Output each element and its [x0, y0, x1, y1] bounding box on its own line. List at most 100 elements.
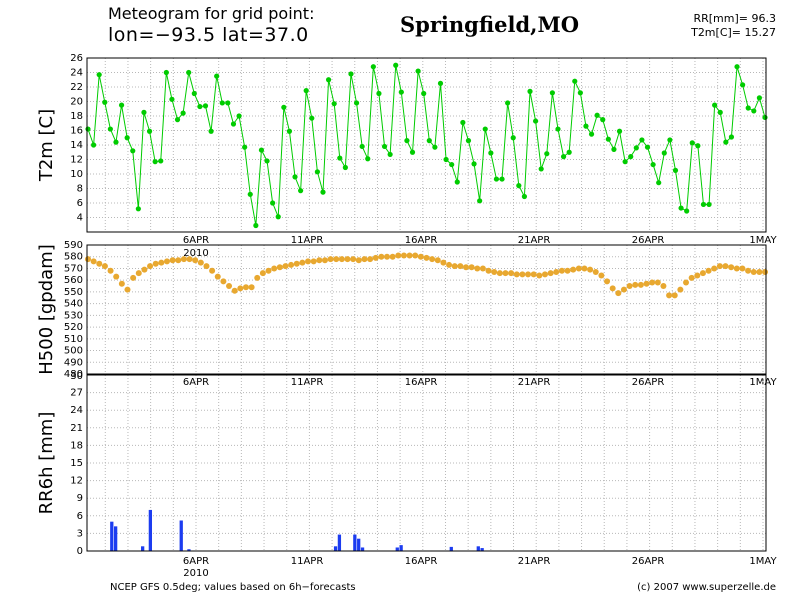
data-point-h500: [163, 258, 170, 265]
bar-rr6h: [148, 509, 153, 551]
data-point-t2m: [152, 159, 158, 165]
data-point-t2m: [449, 161, 455, 168]
data-point-h500: [728, 264, 735, 271]
data-point-h500: [355, 257, 362, 264]
bar-rr6h: [399, 545, 403, 551]
data-point-h500: [694, 272, 701, 279]
y-tick-label: 20: [70, 97, 83, 108]
y-tick-label: 14: [70, 140, 83, 151]
date-tick-label: 11APR: [291, 556, 324, 567]
data-point-h500: [321, 257, 328, 264]
data-point-h500: [282, 263, 289, 270]
data-point-h500: [214, 273, 221, 280]
data-point-h500: [135, 270, 142, 277]
y-tick-label: 480: [64, 369, 83, 380]
data-point-t2m: [437, 80, 444, 86]
data-point-t2m: [745, 105, 751, 111]
data-point-t2m: [471, 161, 477, 167]
data-point-t2m: [477, 198, 483, 204]
data-point-h500: [192, 257, 199, 264]
panel-frame: [86, 57, 767, 233]
data-point-t2m: [600, 117, 606, 123]
data-point-t2m: [219, 100, 225, 106]
data-point-h500: [479, 265, 486, 272]
bar-rr6h: [353, 534, 357, 551]
data-point-t2m: [667, 137, 673, 143]
data-point-h500: [553, 268, 560, 275]
data-point-t2m: [560, 154, 567, 160]
data-point-t2m: [141, 109, 147, 115]
data-point-t2m: [756, 95, 763, 101]
data-point-t2m: [415, 68, 421, 74]
data-point-t2m: [493, 176, 500, 182]
data-point-h500: [423, 254, 430, 261]
data-point-t2m: [236, 113, 242, 119]
data-point-h500: [226, 283, 233, 290]
data-point-t2m: [90, 142, 97, 148]
data-point-t2m: [191, 90, 197, 97]
date-tick-label: 11APR: [291, 377, 324, 388]
data-point-h500: [683, 279, 690, 286]
data-point-h500: [660, 283, 667, 290]
data-point-h500: [395, 252, 402, 259]
data-point-h500: [564, 267, 571, 274]
data-point-h500: [152, 260, 159, 267]
bar-rr6h: [480, 548, 484, 551]
data-point-h500: [209, 267, 216, 274]
data-point-t2m: [566, 149, 572, 155]
data-point-t2m: [723, 139, 729, 145]
data-point-h500: [384, 253, 391, 260]
data-point-h500: [429, 256, 436, 263]
data-point-t2m: [728, 134, 735, 140]
date-tick-label: 26APR: [632, 377, 665, 388]
data-point-t2m: [712, 102, 718, 108]
data-point-h500: [513, 271, 520, 278]
data-point-t2m: [314, 169, 320, 175]
data-point-t2m: [751, 108, 757, 114]
data-point-t2m: [387, 151, 393, 158]
bar-rr6h: [141, 546, 145, 551]
bar-rr6h: [360, 547, 365, 551]
bar-rr6h: [110, 521, 114, 551]
data-point-h500: [604, 278, 611, 285]
title-line-1: Meteogram for grid point:: [108, 4, 315, 23]
data-point-t2m: [555, 126, 561, 132]
date-tick-label: 6APR: [183, 556, 209, 567]
data-point-t2m: [409, 149, 416, 155]
data-point-t2m: [689, 140, 695, 146]
data-point-t2m: [186, 69, 192, 76]
data-point-h500: [434, 257, 441, 264]
data-point-t2m: [135, 206, 141, 212]
date-tick-label: 6APR: [183, 235, 209, 246]
data-point-h500: [367, 256, 374, 263]
data-point-h500: [248, 284, 255, 291]
year-label: 2010: [183, 568, 208, 579]
data-point-t2m: [376, 90, 382, 97]
y-tick-label: 18: [70, 111, 83, 122]
data-point-t2m: [482, 126, 488, 132]
data-point-t2m: [516, 183, 522, 189]
data-point-t2m: [208, 128, 214, 134]
data-point-t2m: [622, 159, 628, 165]
data-point-h500: [722, 263, 729, 270]
data-point-h500: [113, 273, 120, 280]
data-point-h500: [147, 263, 154, 270]
data-point-h500: [745, 267, 752, 274]
data-point-h500: [666, 292, 673, 299]
data-point-h500: [180, 256, 187, 263]
y-axis-label: H500 [gpdam]: [36, 244, 57, 375]
location-name: Springfield,MO: [400, 12, 579, 37]
panel-frame: [86, 244, 767, 375]
y-tick-label: 580: [64, 252, 83, 263]
data-point-h500: [649, 279, 656, 286]
data-point-t2m: [180, 110, 186, 116]
y-tick-label: 570: [64, 263, 83, 274]
data-point-t2m: [695, 143, 701, 149]
data-point-t2m: [174, 117, 181, 123]
date-tick-label: 26APR: [632, 235, 665, 246]
data-point-h500: [90, 258, 97, 265]
data-point-t2m: [510, 135, 516, 141]
data-point-t2m: [169, 96, 175, 102]
date-tick-label: 1MAY: [749, 556, 777, 567]
